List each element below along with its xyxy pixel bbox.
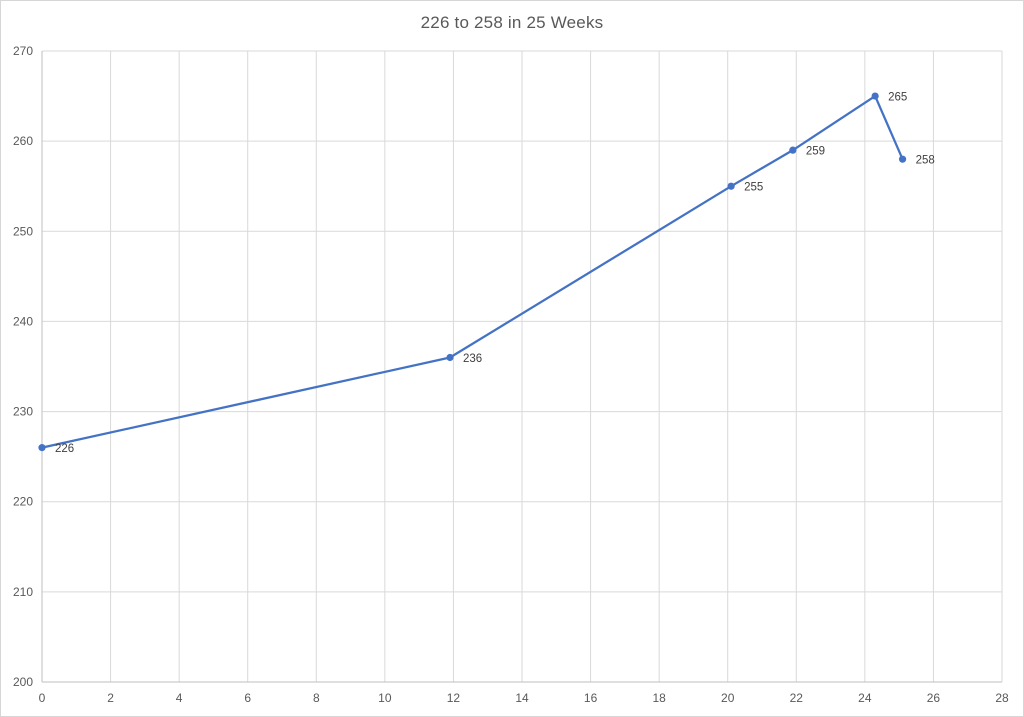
x-axis-tick-label: 10: [378, 691, 392, 705]
chart-title: 226 to 258 in 25 Weeks: [420, 13, 604, 32]
y-axis-tick-label: 240: [13, 314, 33, 328]
data-point-marker: [38, 444, 46, 452]
x-axis-tick-label: 28: [995, 691, 1009, 705]
data-point-label: 258: [916, 155, 935, 167]
data-point-label: 226: [55, 443, 74, 455]
y-axis-tick-label: 230: [13, 405, 33, 419]
x-axis-tick-label: 14: [515, 691, 529, 705]
data-point-label: 236: [463, 353, 482, 365]
data-series-line: [40, 94, 904, 449]
data-point-label: 259: [806, 146, 825, 158]
y-axis-tick-label: 270: [13, 44, 33, 58]
x-axis-tick-label: 8: [313, 691, 320, 705]
x-axis-tick-label: 20: [721, 691, 735, 705]
x-axis-tick-label: 16: [584, 691, 598, 705]
y-axis-tick-label: 200: [13, 675, 33, 689]
x-axis-tick-label: 18: [652, 691, 666, 705]
x-axis-tick-label: 24: [858, 691, 872, 705]
data-point-label: 265: [888, 92, 907, 104]
x-axis-tick-label: 4: [176, 691, 183, 705]
y-axis-tick-label: 220: [13, 495, 33, 509]
data-point-marker: [898, 155, 907, 163]
data-point-marker: [727, 182, 735, 190]
x-axis-tick-label: 22: [790, 691, 804, 705]
x-axis-tick-label: 6: [244, 691, 251, 705]
data-point-marker: [789, 146, 797, 154]
y-axis-tick-label: 250: [13, 224, 33, 238]
data-point-marker: [446, 353, 454, 362]
y-axis-tick-label: 210: [13, 585, 33, 599]
x-axis-tick-label: 12: [447, 691, 461, 705]
data-point-label: 255: [744, 182, 763, 194]
y-axis-tick-label: 260: [13, 134, 33, 148]
data-point-marker: [871, 92, 879, 100]
x-axis-tick-label: 2: [107, 691, 114, 705]
x-axis-tick-label: 26: [927, 691, 941, 705]
x-axis-tick-label: 0: [39, 691, 46, 705]
